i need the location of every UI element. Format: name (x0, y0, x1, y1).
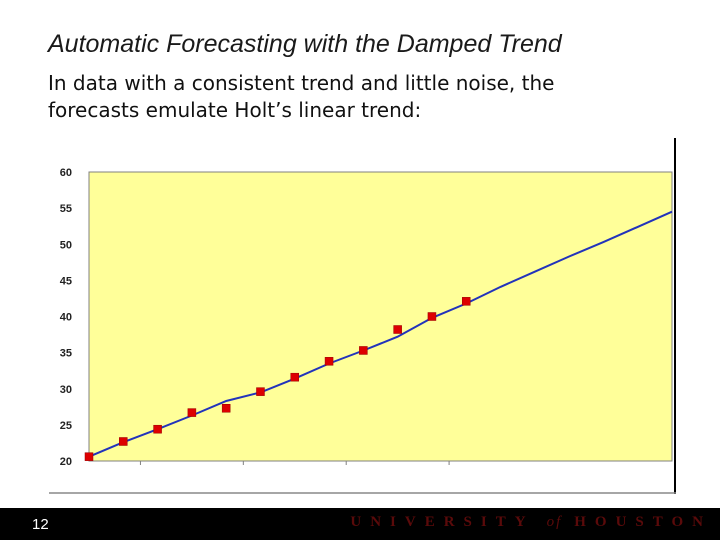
y-tick-label-55: 55 (60, 203, 72, 215)
y-tick-label-50: 50 (60, 239, 72, 251)
page-number: 12 (32, 516, 49, 533)
y-tick-label-40: 40 (60, 312, 72, 324)
data-point (256, 387, 265, 396)
y-tick-label-25: 25 (60, 420, 72, 432)
forecast-line (88, 210, 673, 458)
data-point (153, 424, 162, 434)
footer-bar: 12 UNIVERSITY of HOUSTON (0, 508, 720, 540)
data-point (221, 404, 231, 413)
y-tick-label-45: 45 (60, 275, 72, 287)
footer-university: UNIVERSITY (350, 514, 535, 530)
plot-area (88, 171, 673, 462)
data-point (393, 325, 402, 334)
slide-title: Automatic Forecasting with the Damped Tr… (48, 30, 562, 58)
slide-subtitle: In data with a consistent trend and litt… (48, 70, 648, 124)
data-point (324, 357, 334, 366)
forecast-chart: 20 25 30 35 40 45 50 55 60 (49, 138, 676, 494)
y-tick-label-35: 35 (60, 348, 72, 360)
university-logo-text: UNIVERSITY of HOUSTON (350, 514, 712, 531)
data-point (187, 408, 197, 417)
footer-houston: HOUSTON (574, 514, 712, 530)
data-point (461, 297, 471, 306)
data-point (427, 312, 437, 321)
footer-of: of (546, 514, 563, 530)
data-point (290, 372, 300, 382)
data-point (84, 452, 94, 461)
subtitle-line-2: forecasts emulate Holt’s linear trend: (48, 98, 422, 122)
subtitle-line-1: In data with a consistent trend and litt… (48, 71, 555, 95)
data-point (359, 346, 368, 355)
y-tick-label-30: 30 (60, 384, 72, 396)
data-point (119, 437, 128, 446)
y-tick-label-60: 60 (60, 167, 72, 179)
y-tick-label-20: 20 (60, 456, 72, 468)
